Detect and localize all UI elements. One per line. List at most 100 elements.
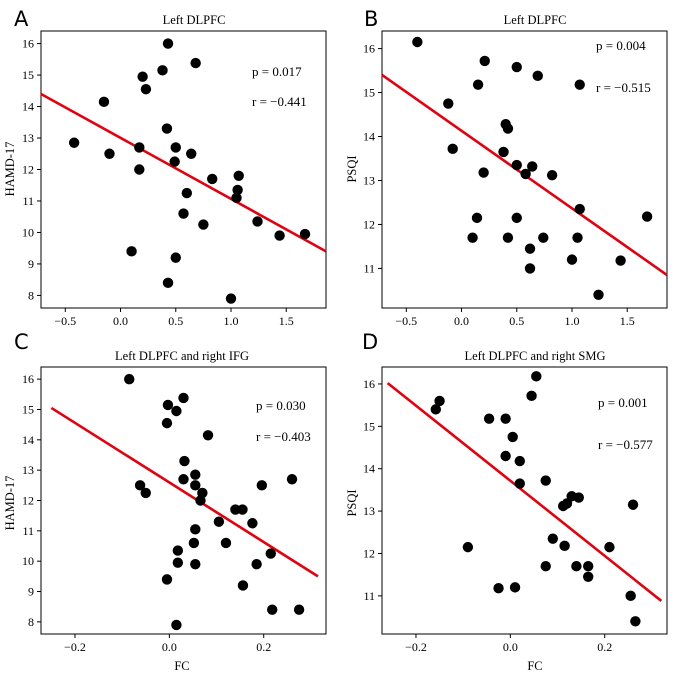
data-point — [538, 232, 549, 243]
x-tick-label: −0.5 — [54, 314, 76, 328]
panel-letter: B — [364, 7, 378, 31]
data-point — [172, 545, 184, 556]
data-point — [247, 518, 258, 529]
data-point — [256, 480, 268, 491]
x-tick-label: 0.5 — [509, 314, 524, 328]
y-tick-label: 13 — [363, 173, 375, 187]
data-point — [98, 96, 110, 108]
chart-title: Left DLPFC and right IFG — [115, 349, 249, 363]
data-point — [162, 399, 174, 411]
data-point — [627, 499, 639, 510]
data-point — [412, 36, 423, 48]
data-point — [233, 170, 244, 181]
data-point — [502, 232, 514, 243]
y-tick-label: 15 — [22, 402, 34, 416]
y-tick-label: 9 — [28, 585, 34, 599]
panel-c: C Left DLPFC and right IFG p = 0.030 r =… — [3, 330, 327, 673]
x-tick-label: 1.0 — [565, 314, 580, 328]
x-tick-label: −0.2 — [64, 640, 86, 654]
data-point — [220, 537, 232, 549]
p-value: p = 0.017 — [252, 64, 302, 79]
data-point — [524, 263, 536, 274]
data-point — [520, 168, 531, 180]
data-point — [237, 580, 249, 591]
x-tick-label: 1.5 — [620, 314, 635, 328]
data-point — [500, 413, 511, 424]
data-point — [299, 228, 311, 240]
y-tick-label: 16 — [22, 37, 34, 51]
data-point — [472, 79, 484, 90]
panel-letter: D — [362, 330, 378, 354]
y-tick-label: 12 — [22, 494, 34, 508]
y-tick-label: 10 — [22, 554, 34, 568]
data-point — [540, 475, 551, 486]
y-tick-label: 8 — [28, 615, 34, 629]
r-value: r = −0.403 — [256, 429, 311, 444]
data-point — [252, 216, 263, 227]
data-point — [604, 541, 615, 553]
data-point — [524, 243, 536, 254]
data-point — [434, 395, 445, 407]
data-point — [198, 219, 209, 230]
regression-line — [50, 406, 319, 578]
y-tick-label: 11 — [22, 524, 34, 538]
data-point — [171, 405, 182, 417]
y-tick-label: 16 — [363, 42, 375, 56]
data-point — [641, 211, 653, 222]
data-point — [583, 571, 594, 582]
data-point — [169, 156, 180, 167]
data-point — [170, 142, 181, 153]
x-tick-label: 0.2 — [597, 640, 612, 654]
r-value: r = −0.441 — [252, 94, 307, 109]
data-point — [140, 487, 151, 499]
data-point — [566, 254, 578, 265]
x-tick-label: −0.5 — [395, 314, 417, 328]
chart-title: Left DLPFC and right SMG — [465, 349, 606, 363]
y-axis-label: HAMD-17 — [3, 476, 17, 531]
y-tick-label: 14 — [22, 433, 34, 447]
data-point — [509, 582, 521, 593]
regression-line — [386, 382, 663, 602]
data-point — [172, 557, 184, 568]
data-point — [467, 232, 478, 243]
y-tick-label: 8 — [28, 288, 34, 302]
data-point — [547, 533, 559, 544]
data-point — [483, 413, 495, 424]
data-point — [583, 560, 594, 572]
plot-frame — [381, 30, 668, 309]
data-point — [137, 71, 148, 82]
data-point — [507, 431, 518, 443]
x-axis-label: FC — [527, 659, 542, 673]
data-point — [104, 148, 115, 159]
y-tick-label: 10 — [22, 225, 34, 239]
x-tick-label: 1.5 — [279, 314, 294, 328]
data-point — [140, 84, 152, 95]
data-point — [186, 148, 197, 159]
data-point — [540, 560, 551, 572]
data-point — [274, 230, 285, 241]
data-point — [527, 161, 538, 172]
data-point — [471, 212, 483, 224]
data-point — [170, 252, 181, 263]
data-point — [498, 146, 509, 158]
data-point — [231, 192, 242, 204]
data-point — [265, 548, 276, 559]
data-point — [124, 373, 135, 385]
data-point — [447, 143, 458, 155]
chart-title: Left DLPFC — [163, 13, 226, 27]
y-tick-label: 15 — [22, 68, 34, 82]
data-point — [190, 480, 201, 491]
y-tick-label: 12 — [363, 546, 375, 560]
data-point — [625, 590, 636, 602]
data-point — [267, 604, 278, 615]
data-point — [134, 142, 145, 153]
x-tick-label: 1.0 — [224, 314, 239, 328]
data-point — [526, 390, 537, 402]
data-point — [161, 417, 173, 429]
x-tick-label: 0.0 — [503, 640, 518, 654]
data-point — [493, 583, 504, 594]
panel-letter: C — [14, 330, 29, 354]
data-point — [237, 504, 248, 515]
data-point — [181, 187, 193, 199]
